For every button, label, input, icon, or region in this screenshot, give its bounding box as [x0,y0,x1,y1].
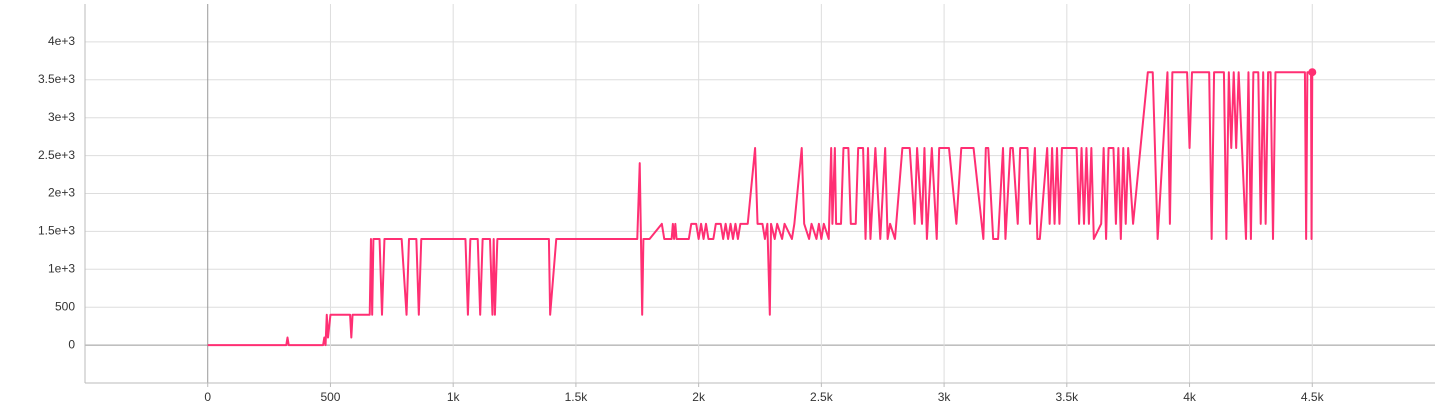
x-tick-label: 2.5k [810,390,834,404]
y-tick-label: 0 [68,337,75,351]
y-tick-label: 2.5e+3 [38,148,75,162]
x-tick-label: 3k [938,390,952,404]
x-tick-label: 2k [692,390,706,404]
x-tick-label: 1k [447,390,461,404]
x-tick-label: 4k [1183,390,1197,404]
y-tick-label: 500 [55,299,75,313]
last-point [1308,68,1317,77]
y-tick-label: 3e+3 [48,110,75,124]
x-tick-label: 4.5k [1301,390,1325,404]
x-tick-label: 500 [320,390,340,404]
y-tick-label: 1e+3 [48,261,75,275]
x-tick-label: 0 [204,390,211,404]
x-tick-label: 1.5k [565,390,589,404]
y-tick-label: 4e+3 [48,34,75,48]
x-tick-label: 3.5k [1055,390,1079,404]
data-line [207,71,1314,347]
y-tick-label: 3.5e+3 [38,72,75,86]
y-tick-label: 2e+3 [48,186,75,200]
y-tick-label: 1.5e+3 [38,224,75,238]
